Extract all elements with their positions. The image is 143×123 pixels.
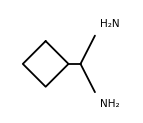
Text: NH₂: NH₂ — [100, 99, 119, 109]
Text: H₂N: H₂N — [100, 19, 119, 29]
